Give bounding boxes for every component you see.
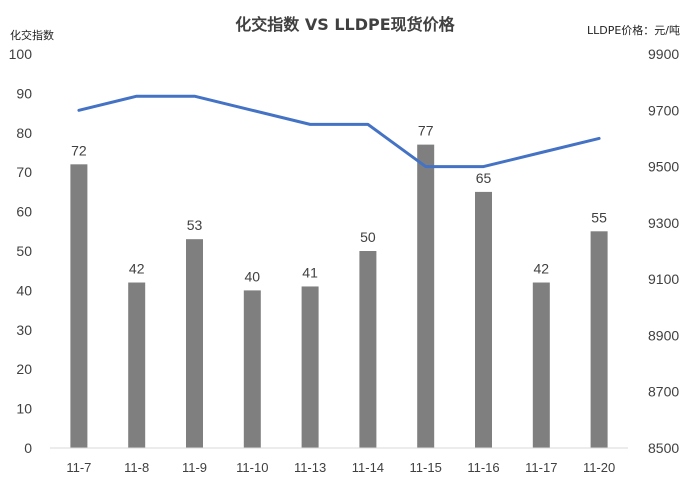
left-axis-tick-label: 50 [16,243,32,259]
bar-data-label: 65 [476,170,492,186]
bar-data-label: 77 [418,123,434,139]
right-axis-tick-label: 8700 [648,384,679,400]
bar-series [70,144,608,448]
bar [359,251,377,448]
x-axis-tick-label: 11-7 [66,460,91,475]
left-axis-label: 化交指数 [10,28,54,42]
x-axis-tick-label: 11-15 [410,460,442,475]
left-axis-tick-label: 30 [16,322,32,338]
bar-data-label: 50 [360,229,376,245]
right-axis-tick-label: 8900 [648,327,679,343]
bar [417,144,435,448]
price-line [77,94,601,169]
bar [590,231,608,448]
x-axis-tick-label: 11-9 [182,460,207,475]
bar [475,191,492,448]
x-axis: 11-7 11-8 11-9 11-10 11-13 11-14 11-15 11-16 11-… [66,460,615,475]
left-axis-tick-label: 20 [16,361,32,377]
right-axis-tick-label: 9700 [648,102,679,118]
bar-data-label: 40 [245,268,261,284]
x-axis-tick-label: 11-10 [236,460,268,475]
bar-data-label: 42 [534,261,550,277]
right-axis-tick-label: 8500 [648,440,679,456]
x-axis-tick-label: 11-14 [352,460,384,475]
x-axis-tick-label: 11-20 [583,460,615,475]
bar [532,282,550,448]
data-labels: 72 42 53 40 41 50 77 65 42 55 [71,123,607,285]
left-axis-tick-label: 10 [16,401,32,417]
x-axis-tick-label: 11-17 [525,460,557,475]
right-axis-tick-label: 9900 [648,46,679,62]
right-axis-tick-label: 9500 [648,159,679,175]
left-axis-tick-label: 40 [16,282,32,298]
bar-data-label: 53 [187,217,203,233]
bar-data-label: 41 [302,264,318,280]
left-axis: 0 10 20 30 40 50 60 70 80 90 100 [9,46,33,456]
left-axis-tick-label: 100 [9,46,33,62]
right-axis-tick-label: 9300 [648,215,679,231]
right-axis-label: LLDPE价格：元/吨 [587,23,680,37]
left-axis-tick-label: 60 [16,204,32,220]
left-axis-tick-label: 70 [16,164,32,180]
bar [186,239,203,448]
bar [70,164,88,448]
x-axis-tick-label: 11-16 [467,460,499,475]
bar-data-label: 55 [591,209,607,225]
bar-data-label: 72 [71,142,87,158]
left-axis-tick-label: 90 [16,85,32,101]
right-axis: 8500 8700 8900 9100 9300 9500 9700 9900 [648,46,679,456]
bar [243,290,261,448]
right-axis-tick-label: 9100 [648,271,679,287]
bar-data-label: 42 [129,261,145,277]
left-axis-tick-label: 80 [16,125,32,141]
bar [301,286,319,448]
x-axis-tick-label: 11-8 [124,460,149,475]
left-axis-tick-label: 0 [24,440,32,456]
bar [128,282,146,448]
line-series [77,94,601,169]
x-axis-tick-label: 11-13 [294,460,326,475]
chart-title: 化交指数 VS LLDPE现货价格 [235,15,455,34]
